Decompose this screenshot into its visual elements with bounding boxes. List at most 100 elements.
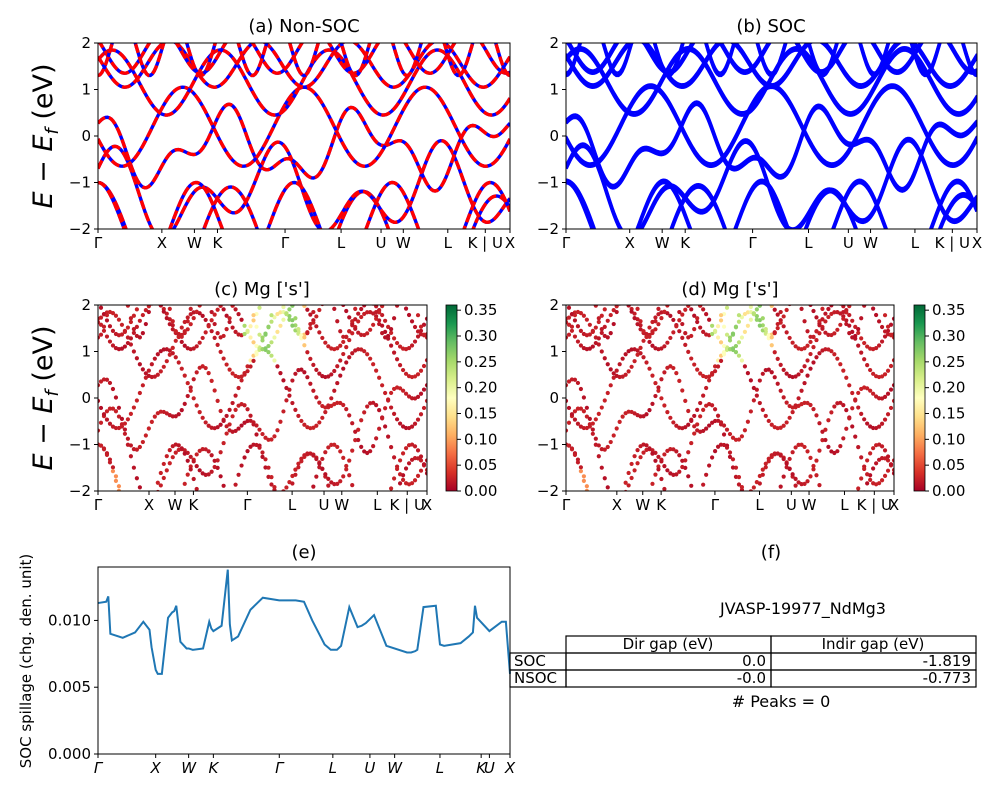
x-tick-label: Γ [243,496,252,514]
projection-point [275,428,280,433]
projection-point [856,405,861,410]
projection-point [341,351,346,357]
projection-point [835,356,840,361]
projection-point [218,422,223,427]
projection-point [311,362,316,367]
projection-point [335,380,340,386]
projection-point [871,371,876,376]
projection-point [233,393,238,398]
x-tick-label: X [144,496,154,514]
projection-point [817,331,822,336]
projection-point [239,317,244,322]
projection-point [119,346,125,351]
projection-point [245,449,250,454]
projection-point [677,453,682,458]
projection-point [859,455,864,460]
projection-point [209,378,214,383]
projection-point [308,381,313,386]
projection-point [418,454,424,459]
projection-point [817,448,822,453]
projection-point [206,449,211,454]
projection-point [707,463,712,468]
projection-point [245,418,250,424]
projection-point [787,415,792,420]
projection-point [344,467,349,472]
projection-point [225,301,229,305]
projection-point [811,407,816,412]
band-line-red [98,43,510,75]
projection-point [811,467,816,472]
projection-point [590,329,595,334]
projection-point [683,398,688,404]
projection-point [724,427,730,432]
projection-point [224,413,229,419]
projection-point [790,450,795,455]
projection-point [143,371,148,376]
projection-point [137,485,142,490]
projection-point [686,474,691,479]
projection-point [338,329,343,334]
projection-point [206,423,211,428]
projection-point [230,414,235,419]
projection-point [799,388,804,393]
projection-point [394,357,400,362]
projection-point [412,444,418,449]
projection-point [353,493,357,497]
projection-point [353,429,358,434]
panel-d-points [566,305,894,497]
projection-point [888,405,894,411]
projection-point [356,330,361,335]
projection-point [811,334,816,339]
projection-point [566,405,572,411]
projection-point [173,338,178,343]
projection-point [406,461,412,466]
projection-point [662,452,667,457]
projection-point [125,305,131,308]
colorbar-tick-label: 0.05 [464,456,497,474]
projection-point [578,328,584,333]
projection-point [841,368,846,373]
projection-point [341,366,346,371]
projection-point [653,315,658,320]
projection-point [314,367,319,372]
projection-point [611,371,616,376]
projection-point [308,325,313,331]
projection-point [269,319,274,324]
projection-point [876,319,882,324]
projection-point [704,385,709,391]
projection-point [805,373,810,378]
projection-point [179,446,184,451]
projection-point [820,493,824,497]
y-tick-label: 1 [81,81,91,99]
projection-point [326,403,331,408]
projection-point [820,429,825,434]
projection-point [680,312,685,317]
projection-point [862,466,867,472]
projection-point [653,472,658,477]
projection-point [683,458,688,463]
projection-point [260,450,265,455]
projection-point [754,307,759,312]
projection-point [790,410,795,415]
x-tick-label: Γ [562,496,571,514]
projection-point [635,352,640,357]
x-tick-label: W [181,759,197,777]
projection-point [772,375,777,380]
projection-point [212,321,217,327]
projection-point [329,493,333,497]
projection-point [736,313,742,318]
y-tick-label: 2 [549,34,559,52]
projection-point [656,306,661,311]
projection-point [248,300,252,304]
projection-point [260,338,265,343]
projection-point [122,344,128,349]
projection-point [227,367,232,372]
projection-point [665,410,670,415]
projection-point [671,317,676,323]
projection-point [882,394,888,399]
projection-point [608,383,613,388]
projection-point [353,306,358,311]
projection-point [110,406,116,411]
projection-point [251,358,256,363]
projection-point [572,452,578,457]
